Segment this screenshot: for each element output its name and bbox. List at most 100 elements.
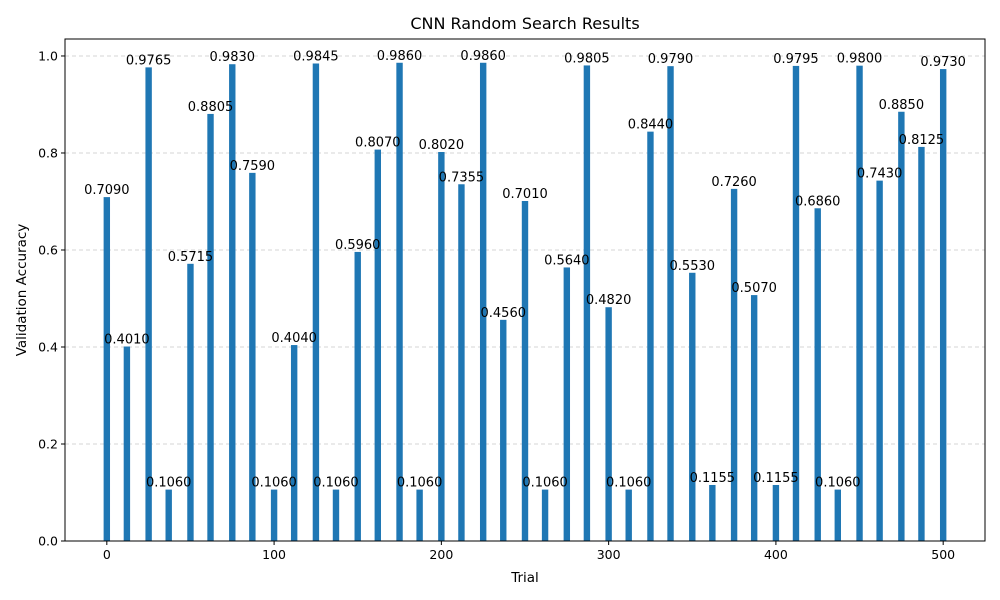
bar-value-label: 0.5715 <box>168 250 214 265</box>
x-tick-label: 200 <box>429 547 453 562</box>
x-axis: 0 100 200 300 400 500 <box>103 541 955 562</box>
bar-value-label: 0.1060 <box>313 476 359 491</box>
bar-value-label: 0.1060 <box>251 476 297 491</box>
bar <box>814 208 821 541</box>
bar <box>521 200 529 542</box>
bar <box>438 152 445 542</box>
bar <box>939 69 947 541</box>
bar <box>772 484 780 541</box>
y-axis-label: Validation Accuracy <box>14 224 30 357</box>
bar <box>709 484 716 541</box>
bar-value-label: 0.7260 <box>711 175 757 190</box>
bar <box>123 346 131 541</box>
bar <box>354 251 361 541</box>
bar-labels: 0.7090 0.4010 0.9765 0.1060 0.5715 0.8805 0.98… <box>84 49 966 491</box>
bar-value-label: 0.8440 <box>628 118 674 133</box>
bar-value-label: 0.5530 <box>670 259 716 274</box>
bar <box>605 307 612 541</box>
bar-value-label: 0.7590 <box>230 159 276 174</box>
y-tick-label: 0.2 <box>38 436 58 451</box>
bar-value-label: 0.1060 <box>606 476 652 491</box>
bar-value-label: 0.7430 <box>857 167 903 182</box>
bar-value-label: 0.1060 <box>397 476 443 491</box>
bar-value-label: 0.8805 <box>188 100 234 115</box>
bar-value-label: 0.7010 <box>502 187 548 202</box>
bar <box>332 489 340 541</box>
bar <box>416 489 423 541</box>
plot-frame <box>64 38 986 542</box>
bar-value-label: 0.9765 <box>126 53 172 68</box>
bar-value-label: 0.1155 <box>690 471 736 486</box>
bar-value-label: 0.8020 <box>419 138 465 153</box>
bar-value-label: 0.6860 <box>795 194 841 209</box>
bar-value-label: 0.9800 <box>837 52 883 67</box>
bar <box>898 111 905 541</box>
bar-value-label: 0.4820 <box>586 293 632 308</box>
bar <box>856 65 863 541</box>
x-tick-label: 300 <box>597 547 621 562</box>
y-axis: 0.0 0.2 0.4 0.6 0.8 1.0 <box>38 48 65 549</box>
bar <box>249 172 256 541</box>
bar-value-label: 0.5070 <box>731 281 777 296</box>
bar <box>647 131 654 541</box>
bar <box>290 345 298 541</box>
bar-value-label: 0.1060 <box>522 476 568 491</box>
x-tick-label: 100 <box>262 547 286 562</box>
bar-value-label: 0.4010 <box>104 333 150 348</box>
bar <box>625 489 632 541</box>
bar <box>750 295 758 541</box>
x-axis-label: Trial <box>510 570 539 586</box>
bar-value-label: 0.8125 <box>899 133 945 148</box>
bar-value-label: 0.5960 <box>335 238 381 253</box>
bar-value-label: 0.8850 <box>879 98 925 113</box>
bar <box>583 65 591 542</box>
bar <box>187 263 194 541</box>
bar-value-label: 0.1060 <box>146 476 192 491</box>
bar <box>563 267 571 541</box>
bar <box>667 66 674 542</box>
bar-value-label: 0.1060 <box>815 476 861 491</box>
bar <box>876 180 883 541</box>
bar <box>689 272 696 541</box>
bar <box>396 62 403 542</box>
bar <box>792 65 800 542</box>
y-tick-label: 0.4 <box>38 339 58 354</box>
bar-value-label: 0.4040 <box>271 331 317 346</box>
bar <box>458 184 465 541</box>
bar-value-label: 0.9830 <box>210 50 256 65</box>
bar-value-label: 0.9845 <box>293 49 339 64</box>
bar <box>479 62 487 542</box>
bar-value-label: 0.1155 <box>753 471 799 486</box>
bar-value-label: 0.8070 <box>355 136 401 151</box>
bar <box>270 489 278 541</box>
bar-value-label: 0.9730 <box>920 55 966 70</box>
bar-value-label: 0.9790 <box>648 52 694 67</box>
bar <box>229 64 236 541</box>
bar <box>312 63 320 542</box>
y-tick-label: 0.8 <box>38 145 58 160</box>
bar <box>165 489 172 541</box>
bar-value-label: 0.9795 <box>773 52 819 67</box>
bar-value-label: 0.5640 <box>544 253 590 268</box>
bar-value-label: 0.7355 <box>439 170 485 185</box>
y-tick-label: 0.0 <box>38 534 58 549</box>
bar-value-label: 0.9805 <box>564 51 610 66</box>
bar <box>541 489 549 541</box>
x-tick-label: 400 <box>764 547 788 562</box>
bar <box>207 113 214 542</box>
bars <box>103 62 947 542</box>
bar-value-label: 0.4560 <box>481 306 527 321</box>
bar-value-label: 0.9860 <box>377 49 423 64</box>
bar <box>103 197 111 542</box>
y-tick-label: 0.6 <box>38 242 58 257</box>
bar <box>374 149 381 541</box>
y-tick-label: 1.0 <box>38 48 58 63</box>
bar-value-label: 0.7090 <box>84 183 130 198</box>
bar <box>918 146 925 541</box>
chart-title: CNN Random Search Results <box>410 14 639 33</box>
x-tick-label: 0 <box>103 547 111 562</box>
bar <box>145 67 152 542</box>
bar <box>500 319 507 541</box>
bar <box>834 489 841 541</box>
